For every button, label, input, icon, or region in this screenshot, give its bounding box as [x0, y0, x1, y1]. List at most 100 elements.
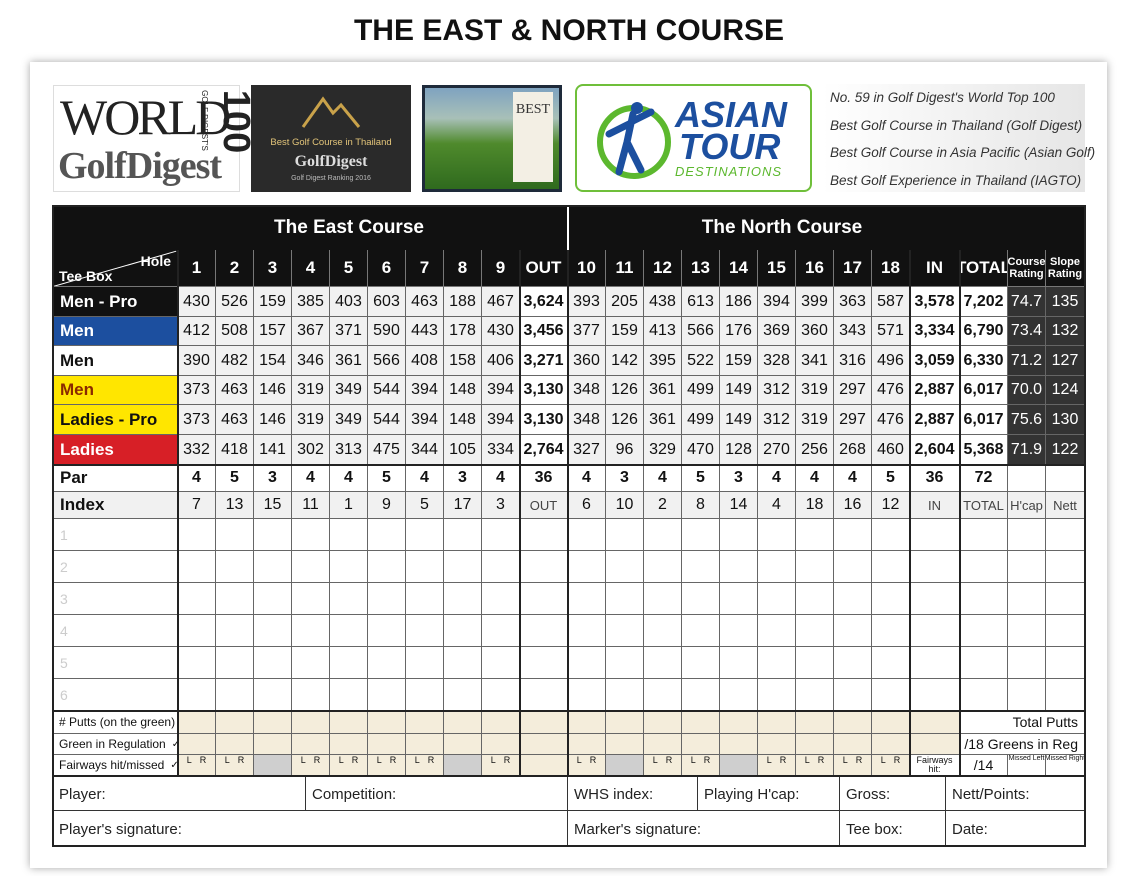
score-cell	[606, 647, 644, 679]
tee-value: 476	[872, 376, 910, 405]
fairway-right: R	[855, 755, 863, 765]
tee-value: 544	[368, 376, 406, 405]
column-header: 14	[720, 250, 758, 287]
score-cell	[796, 551, 834, 583]
score-cell	[910, 551, 960, 583]
par-value: 3	[254, 465, 292, 492]
column-header: 8	[444, 250, 482, 287]
hole-corner: HoleTee Box	[53, 250, 178, 287]
tee-value: 270	[758, 435, 796, 465]
score-cell	[720, 583, 758, 615]
tee-value: 149	[720, 405, 758, 435]
score-cell	[568, 551, 606, 583]
putts-cell	[834, 711, 872, 734]
score-cell	[330, 583, 368, 615]
score-row-label: 4	[53, 615, 178, 647]
tee-value: 319	[796, 405, 834, 435]
column-header: 12	[644, 250, 682, 287]
score-cell	[872, 519, 910, 551]
tee-value: 413	[644, 317, 682, 346]
tee-value: 130	[1046, 405, 1085, 435]
tee-value: 348	[568, 376, 606, 405]
score-cell	[960, 679, 1008, 711]
score-cell	[178, 519, 216, 551]
tee-value: 158	[444, 346, 482, 376]
column-header: 18	[872, 250, 910, 287]
tee-value: 613	[682, 287, 720, 317]
tee-value: 371	[330, 317, 368, 346]
par-value: 4	[178, 465, 216, 492]
tee-name: Men	[53, 376, 178, 405]
tee-value: 334	[482, 435, 520, 465]
score-cell	[482, 615, 520, 647]
score-cell	[520, 583, 568, 615]
tee-value: 96	[606, 435, 644, 465]
tee-value: 297	[834, 376, 872, 405]
tee-value: 312	[758, 376, 796, 405]
score-cell	[1046, 551, 1085, 583]
tee-value: 385	[292, 287, 330, 317]
column-header: 4	[292, 250, 330, 287]
fairway-left: L	[186, 755, 192, 765]
tee-value: 2,887	[910, 376, 960, 405]
tee-value: 496	[872, 346, 910, 376]
fairway-left: L	[804, 755, 810, 765]
fairway-right: R	[351, 755, 359, 765]
tee-value: 463	[406, 287, 444, 317]
tee-value: 394	[406, 405, 444, 435]
score-cell	[1008, 615, 1046, 647]
index-value: 8	[682, 492, 720, 519]
tee-value: 393	[568, 287, 606, 317]
footer-field: Competition:	[306, 776, 568, 811]
tee-name: Ladies - Pro	[53, 405, 178, 435]
column-header: 13	[682, 250, 720, 287]
index-value: TOTAL	[960, 492, 1008, 519]
score-cell	[872, 647, 910, 679]
tee-name: Men	[53, 346, 178, 376]
score-cell	[834, 519, 872, 551]
score-cell	[910, 519, 960, 551]
tee-value: 188	[444, 287, 482, 317]
missed-left: Missed Left	[1008, 755, 1046, 776]
score-cell	[834, 551, 872, 583]
tee-value: 149	[720, 376, 758, 405]
tee-value: 363	[834, 287, 872, 317]
fairway-left: L	[490, 755, 496, 765]
index-value: 2	[644, 492, 682, 519]
score-cell	[178, 583, 216, 615]
score-cell	[216, 519, 254, 551]
tee-value: 467	[482, 287, 520, 317]
awards-panel	[822, 84, 1085, 192]
score-cell	[644, 583, 682, 615]
fairway-cell	[444, 755, 482, 776]
tee-value: 346	[292, 346, 330, 376]
score-cell	[644, 551, 682, 583]
putts-total: Total Putts	[960, 711, 1085, 734]
score-cell	[872, 615, 910, 647]
tee-value: 394	[482, 405, 520, 435]
score-cell	[834, 583, 872, 615]
tee-value: 142	[606, 346, 644, 376]
score-row-label: 1	[53, 519, 178, 551]
gir-cell	[796, 734, 834, 755]
score-cell	[834, 615, 872, 647]
score-cell	[444, 647, 482, 679]
score-cell	[178, 551, 216, 583]
tee-value: 70.0	[1008, 376, 1046, 405]
par-value: 4	[292, 465, 330, 492]
footer-field: Nett/Points:	[946, 776, 1085, 811]
tee-value: 463	[216, 376, 254, 405]
tee-value: 406	[482, 346, 520, 376]
award: Best Golf Course in Thailand (Golf Diges…	[830, 117, 1083, 133]
score-cell	[330, 551, 368, 583]
score-cell	[910, 679, 960, 711]
score-cell	[292, 583, 330, 615]
score-cell	[644, 679, 682, 711]
score-cell	[330, 615, 368, 647]
fairway-left: L	[576, 755, 582, 765]
putts-cell	[644, 711, 682, 734]
tee-value: 6,017	[960, 405, 1008, 435]
